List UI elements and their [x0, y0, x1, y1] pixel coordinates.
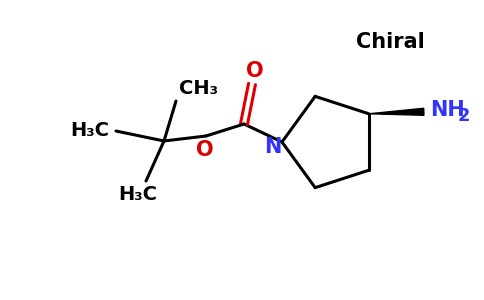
- Text: O: O: [196, 140, 214, 160]
- Text: O: O: [246, 61, 264, 81]
- Polygon shape: [369, 108, 424, 115]
- Text: CH₃: CH₃: [179, 80, 217, 98]
- Text: 2: 2: [457, 107, 470, 125]
- Text: N: N: [264, 137, 282, 157]
- Text: Chiral: Chiral: [356, 32, 424, 52]
- Text: H₃C: H₃C: [71, 121, 109, 140]
- Text: NH: NH: [430, 100, 465, 120]
- Text: H₃C: H₃C: [119, 185, 157, 205]
